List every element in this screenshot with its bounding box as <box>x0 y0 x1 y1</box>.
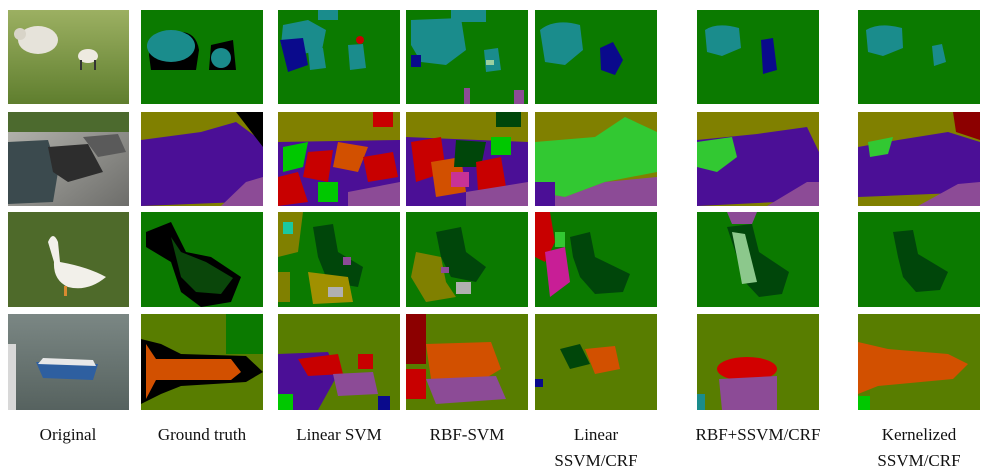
column-label: Kernelized <box>882 425 957 444</box>
segment-cell <box>278 112 400 206</box>
region <box>858 396 870 410</box>
column-label: SSVM/CRF <box>554 451 637 470</box>
segment-cell <box>406 212 528 307</box>
segment-cell <box>858 212 980 307</box>
ground-truth-cell <box>141 112 263 206</box>
ground-truth-cell <box>141 10 263 104</box>
region <box>318 10 338 20</box>
region <box>378 396 390 410</box>
column-label: RBF-SVM <box>430 425 505 444</box>
region <box>278 394 293 410</box>
region <box>328 287 343 297</box>
region <box>358 354 373 369</box>
segment-cell <box>406 314 528 410</box>
ground-truth-cell <box>141 314 263 410</box>
region <box>333 372 378 396</box>
column-label: Linear SVM <box>296 425 381 444</box>
region <box>514 90 524 104</box>
segment-cell <box>278 10 400 104</box>
segment-cell <box>406 112 528 206</box>
region <box>411 55 421 67</box>
region <box>697 394 705 410</box>
region <box>343 257 351 265</box>
segment-cell <box>697 112 819 206</box>
region <box>80 60 82 70</box>
region <box>406 369 426 399</box>
segment-cell <box>858 112 980 206</box>
segment-cell <box>535 314 657 410</box>
region <box>373 112 393 127</box>
region <box>535 182 555 206</box>
region <box>719 376 777 410</box>
segment-cell <box>697 10 819 104</box>
column-label: Ground truth <box>158 425 247 444</box>
region <box>226 314 263 354</box>
segment-cell <box>406 10 528 104</box>
ground-truth-cell <box>141 212 263 307</box>
region <box>211 48 231 68</box>
segment-cell <box>535 212 657 307</box>
region <box>491 137 511 155</box>
segment-cell <box>858 314 980 410</box>
region <box>697 10 819 104</box>
region <box>426 376 506 404</box>
segment-cell <box>535 10 657 104</box>
column-label: Linear <box>574 425 619 444</box>
segment-cell <box>697 314 819 410</box>
region <box>406 314 426 364</box>
region <box>535 379 543 387</box>
region <box>496 112 521 127</box>
column-labels: Original Ground truth Linear SVM RBF-SVM Lin… <box>40 425 961 470</box>
region <box>8 10 129 104</box>
region <box>278 272 290 302</box>
region <box>318 182 338 202</box>
region <box>348 44 366 70</box>
region <box>64 286 67 296</box>
region <box>451 172 469 187</box>
region <box>8 344 16 410</box>
region <box>858 10 980 104</box>
region <box>147 30 195 62</box>
segment-cell <box>858 10 980 104</box>
image-cell <box>8 314 129 410</box>
segment-cell <box>697 212 819 307</box>
region <box>727 212 757 224</box>
region <box>8 112 129 132</box>
segment-cell <box>535 112 657 206</box>
segment-cell <box>278 212 400 307</box>
page: {"columns": [ {"lines": ["Original"]}, {… <box>0 0 982 471</box>
region <box>476 157 506 190</box>
region <box>94 60 96 70</box>
region <box>356 36 364 44</box>
region <box>14 28 26 40</box>
column-label: Original <box>40 425 97 444</box>
region <box>456 282 471 294</box>
figure: Original Ground truth Linear SVM RBF-SVM Lin… <box>0 0 982 471</box>
image-cell <box>8 10 129 104</box>
column-label: SSVM/CRF <box>877 451 960 470</box>
region <box>464 88 470 104</box>
region <box>363 152 398 182</box>
column-label: RBF+SSVM/CRF <box>696 425 821 444</box>
region <box>486 60 494 65</box>
region <box>441 267 449 273</box>
image-cell <box>8 212 129 307</box>
segment-cell <box>278 314 400 410</box>
region <box>8 212 129 307</box>
region <box>303 150 333 182</box>
region <box>283 222 293 234</box>
region <box>555 232 565 247</box>
image-cell <box>8 112 129 206</box>
region <box>451 10 486 22</box>
region <box>308 48 326 70</box>
